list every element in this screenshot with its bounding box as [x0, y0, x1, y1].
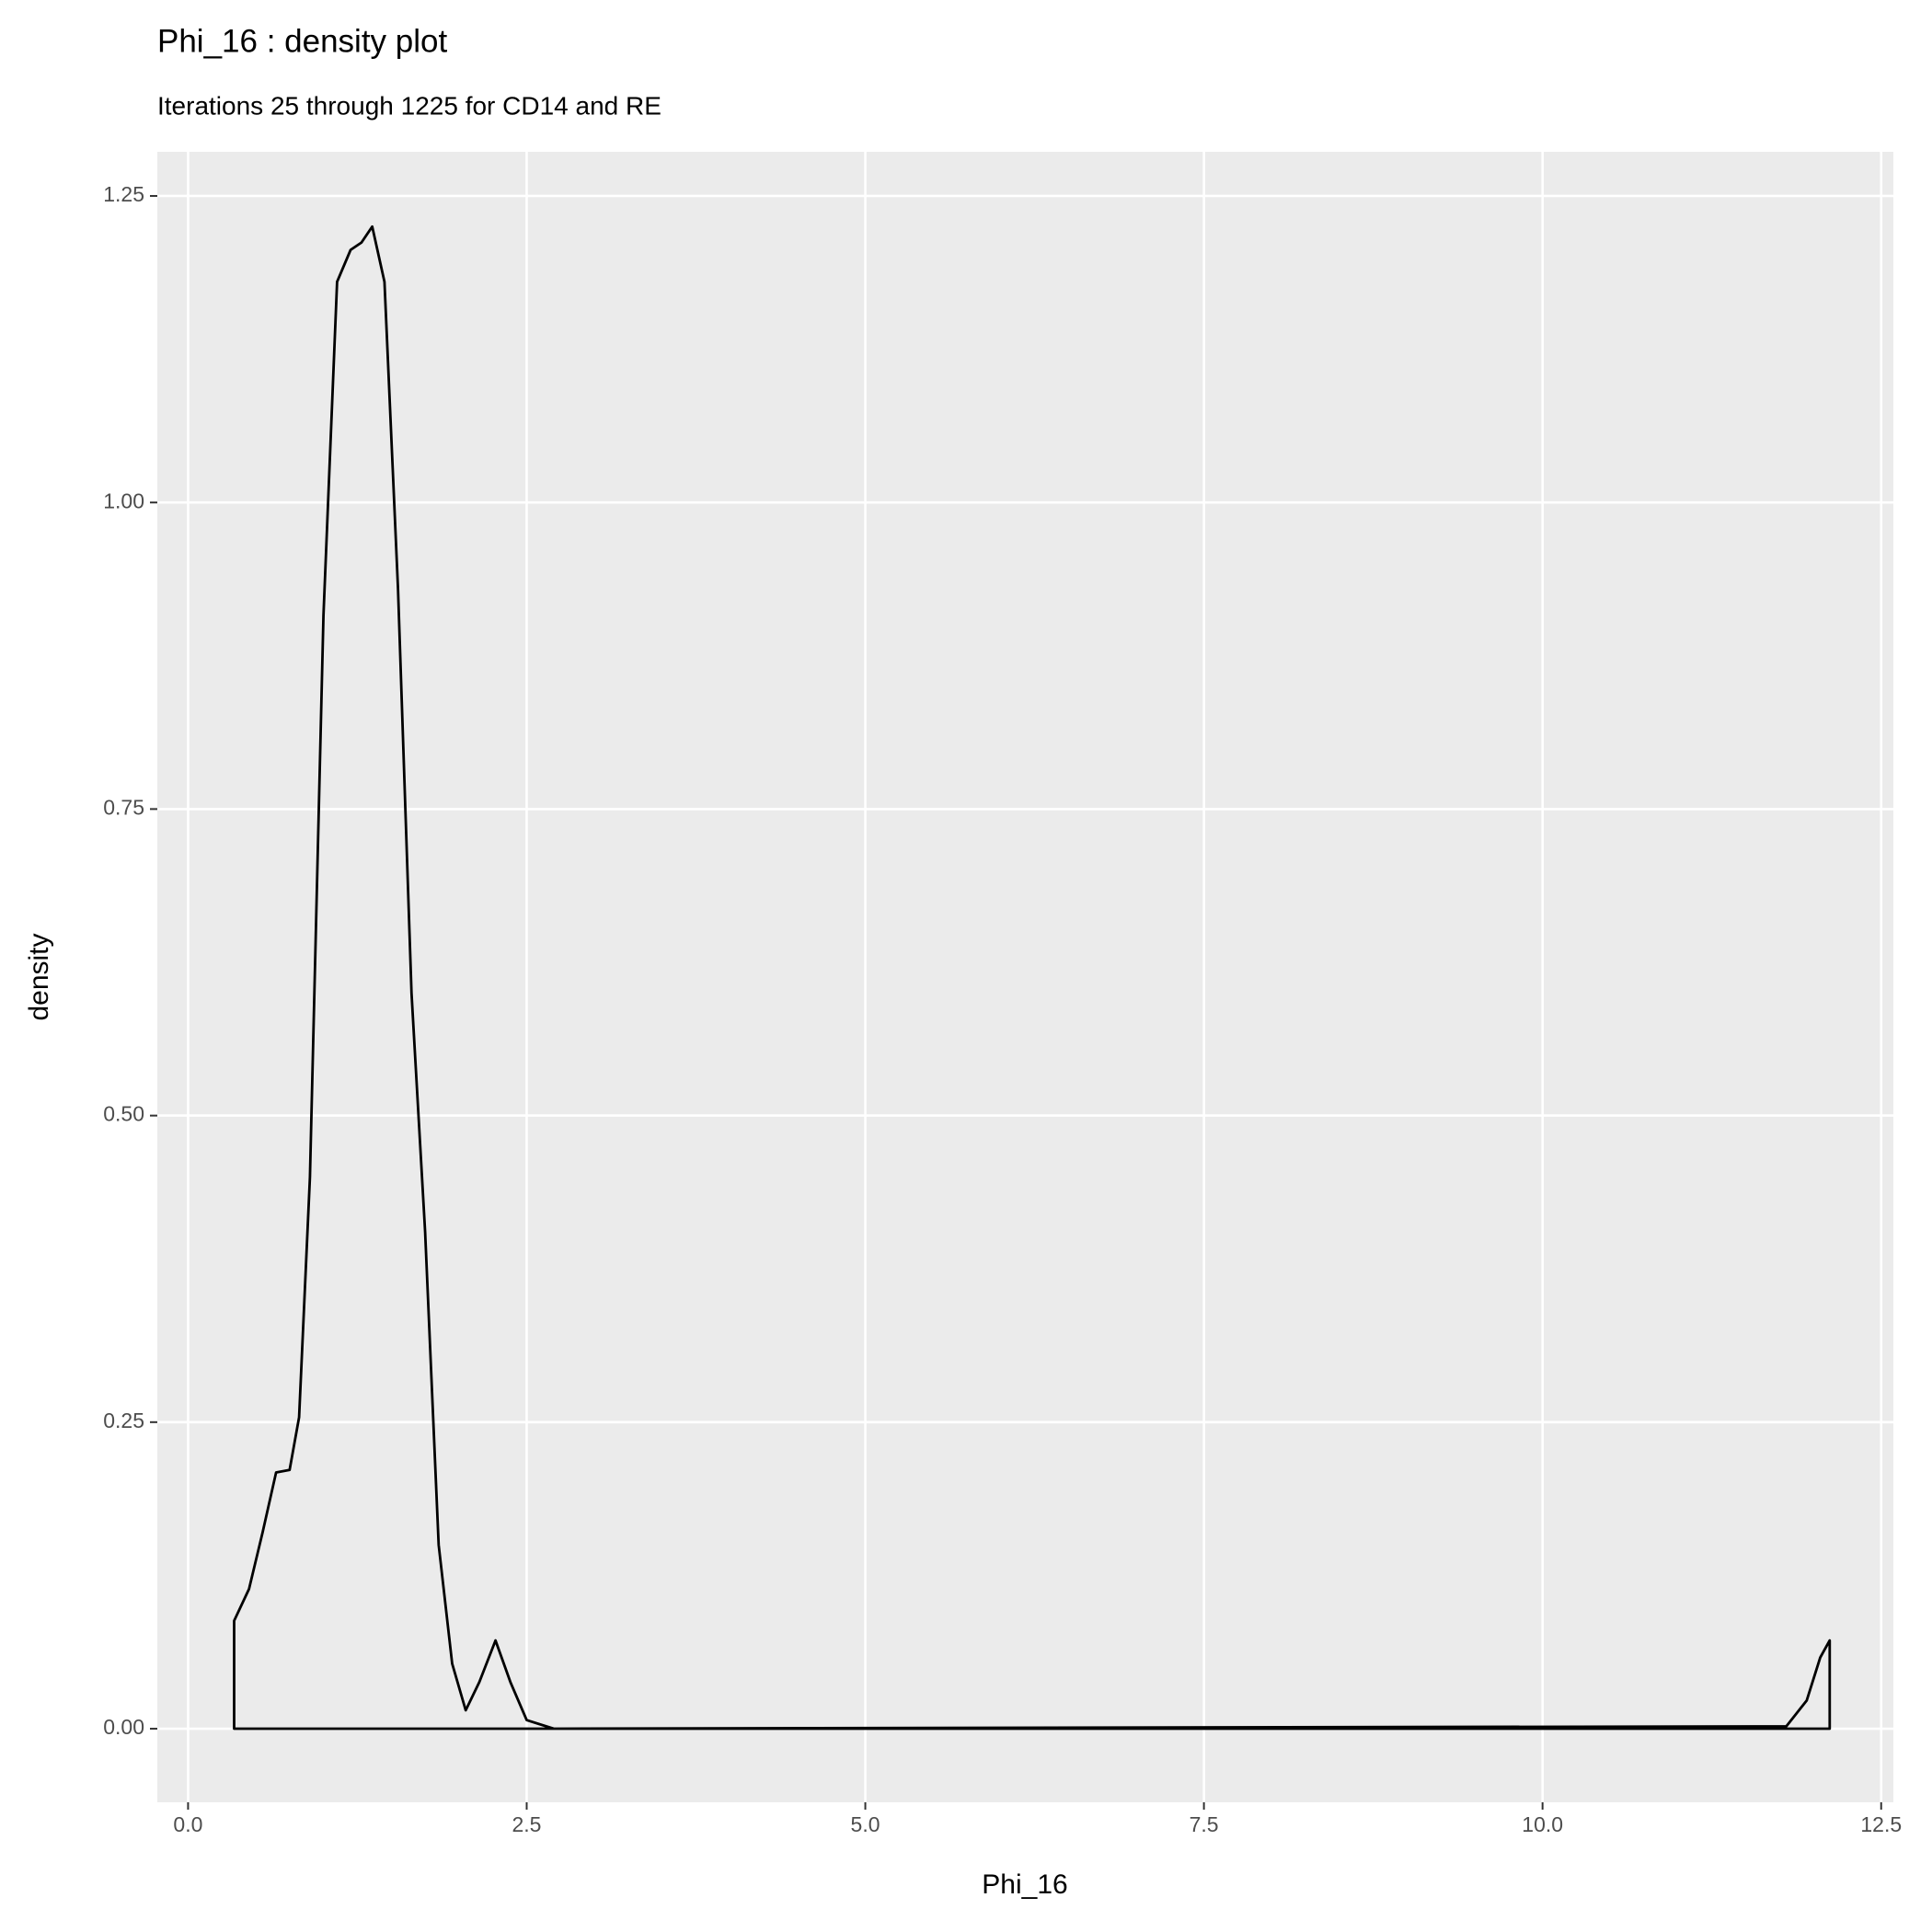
y-tick-label: 0.75	[103, 795, 144, 819]
y-tick-label: 0.50	[103, 1102, 144, 1126]
chart-subtitle: Iterations 25 through 1225 for CD14 and …	[157, 91, 661, 120]
plot-panel	[157, 152, 1893, 1802]
x-tick-label: 2.5	[512, 1812, 541, 1836]
x-axis-title: Phi_16	[982, 1869, 1067, 1900]
x-tick-label: 10.0	[1522, 1812, 1563, 1836]
y-tick-label: 1.25	[103, 182, 144, 206]
y-tick-label: 0.00	[103, 1715, 144, 1739]
y-tick-label: 0.25	[103, 1409, 144, 1432]
y-tick-label: 1.00	[103, 489, 144, 512]
y-axis-title: density	[24, 933, 54, 1020]
chart-title: Phi_16 : density plot	[157, 23, 447, 59]
x-tick-label: 12.5	[1860, 1812, 1902, 1836]
x-tick-label: 0.0	[173, 1812, 202, 1836]
x-tick-label: 5.0	[851, 1812, 880, 1836]
x-tick-label: 7.5	[1190, 1812, 1219, 1836]
density-curve	[233, 224, 1832, 1731]
